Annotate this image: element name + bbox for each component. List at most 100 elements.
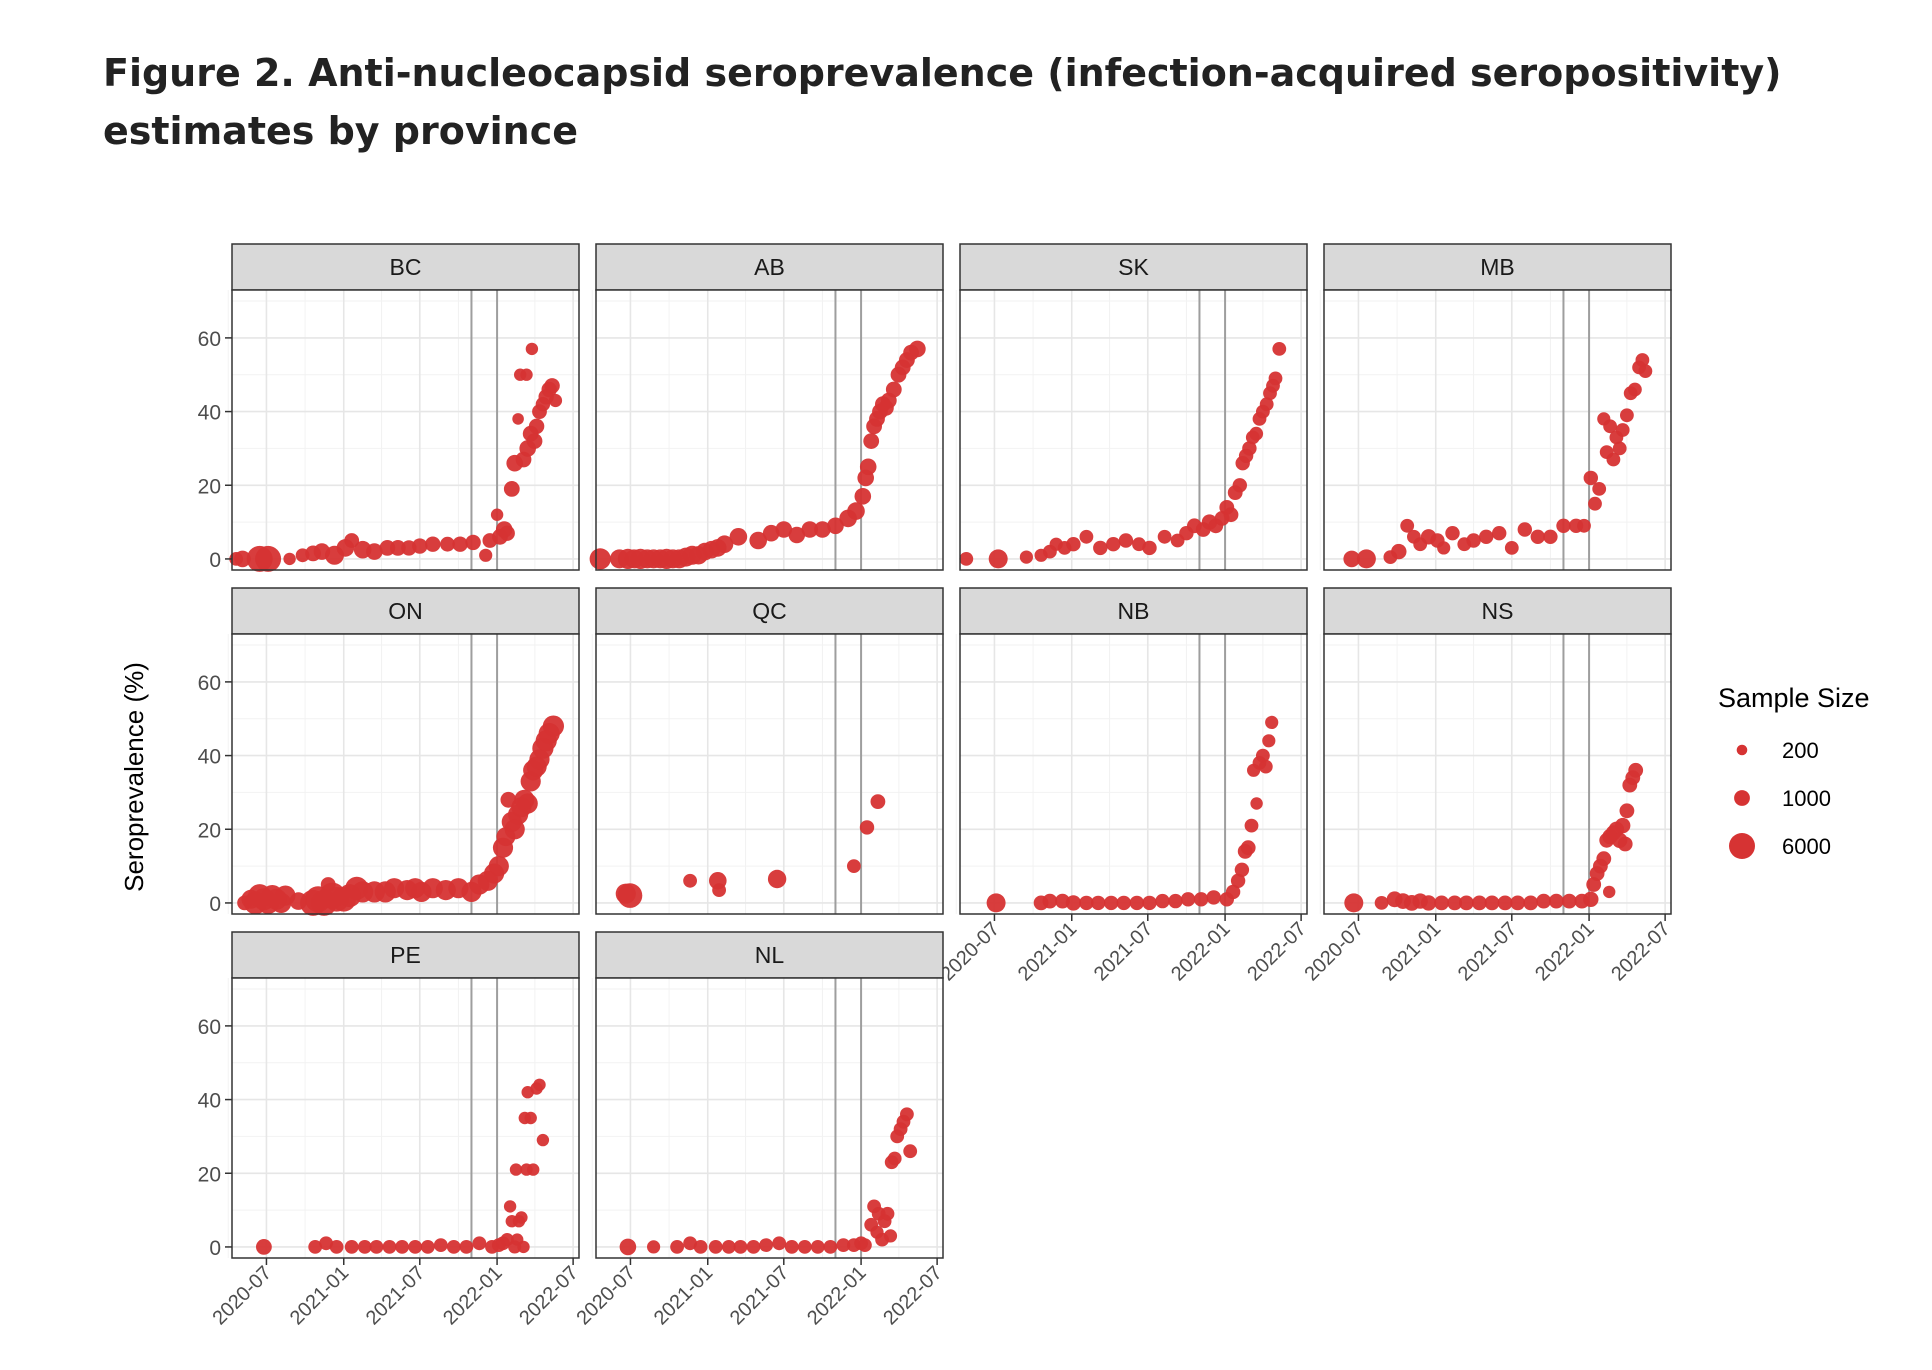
panel-qc: QC [591,587,944,915]
panel-background [596,634,943,914]
data-point [517,1240,530,1254]
panel-mb: MB [1319,243,1672,571]
data-point [1447,895,1463,911]
data-point [1225,884,1241,900]
data-point [1617,836,1633,852]
data-point [452,536,468,552]
data-point [847,859,861,873]
panel-strip-label: QC [752,598,787,624]
x-tick-label: 2022-01 [1167,918,1234,985]
y-tick-label: 0 [209,893,221,916]
panel-ab: AB [589,243,944,571]
data-point [870,794,886,809]
panel-background [596,290,943,570]
x-tick-label: 2021-01 [650,1262,717,1329]
data-point [425,536,441,552]
legend-label: 200 [1782,738,1819,763]
data-point [509,1163,523,1176]
y-tick-label: 0 [209,1237,221,1260]
data-point [542,715,565,737]
y-tick-label: 0 [209,549,221,572]
data-point [1157,529,1172,544]
data-point [1258,759,1273,774]
data-point [1240,840,1256,856]
panel-strip [959,587,1308,635]
x-tick-label: 2022-07 [879,1262,946,1329]
data-point [1223,507,1239,523]
panel-strip-label: MB [1480,254,1515,280]
data-point [527,1163,540,1176]
data-point [1620,408,1634,423]
data-point [1244,818,1259,833]
data-point [395,1240,409,1254]
data-point [283,552,296,566]
data-point [721,1240,736,1254]
data-point [234,550,251,568]
y-axis-label: Seroprevalence (%) [119,662,149,892]
data-point [715,535,734,553]
panel-border [1323,289,1672,571]
data-point [1615,423,1630,437]
data-point [1603,419,1617,434]
data-point [1472,895,1487,911]
data-point [1615,817,1631,834]
data-point [1635,353,1650,367]
data-point [479,548,493,562]
data-point [1193,892,1209,907]
panel-strip [595,931,944,979]
panel-border [959,289,1308,571]
data-point [1479,529,1494,544]
data-point [517,793,538,814]
x-tick-label: 2022-01 [439,1262,506,1329]
y-tick-label: 20 [198,819,221,842]
data-point [823,1240,838,1254]
data-point [900,1107,914,1122]
data-point [369,1240,384,1254]
panel-strip-label: PE [390,942,421,968]
data-point [762,524,780,542]
data-point [883,1229,898,1243]
legend-key [1734,790,1750,806]
panel-border [595,977,944,1259]
data-point [366,543,383,560]
x-tick-label: 2022-07 [515,1262,582,1329]
data-point [909,340,926,358]
data-point [1577,518,1591,533]
data-point [749,531,767,550]
data-point [308,1240,323,1254]
data-point [814,521,831,538]
data-point [528,418,545,434]
panel-background [1324,634,1671,914]
data-point [1459,895,1474,911]
panel-strip-label: NL [755,942,785,968]
data-point [472,1236,487,1251]
data-point [1272,342,1287,356]
data-point [1504,541,1519,555]
data-point [647,1240,661,1254]
data-point [775,521,793,538]
data-point [1234,862,1250,877]
panel-sk: SK [955,243,1308,571]
x-tick-label: 2021-07 [362,1262,429,1329]
data-point [683,1236,697,1251]
data-point [533,1078,546,1092]
data-point [433,1238,448,1252]
data-point [1066,537,1081,552]
data-point [1628,382,1642,397]
data-point [859,820,875,835]
data-point [1510,895,1526,911]
data-point [1343,550,1360,568]
data-point [880,1206,895,1221]
data-point [1106,537,1121,552]
data-point [1523,895,1539,911]
data-point [1596,851,1612,867]
data-point [256,1239,272,1255]
panel-strip-label: SK [1118,254,1149,280]
data-point [544,378,560,394]
data-point [1400,518,1415,533]
panel-border [595,289,944,571]
data-point [1588,496,1602,511]
x-tick-label: 2022-01 [803,1262,870,1329]
panel-strip-label: ON [388,598,423,624]
